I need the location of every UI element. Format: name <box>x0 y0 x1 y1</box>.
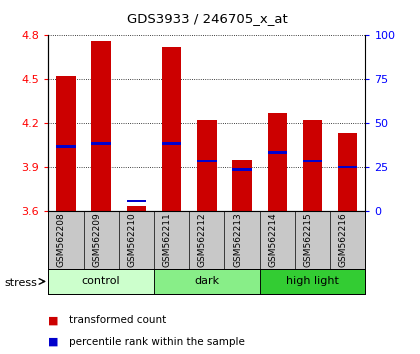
Text: high light: high light <box>286 276 339 286</box>
Bar <box>162 142 181 145</box>
Bar <box>268 151 287 154</box>
Bar <box>127 206 146 211</box>
Bar <box>92 142 111 145</box>
Bar <box>268 113 287 211</box>
Text: percentile rank within the sample: percentile rank within the sample <box>69 337 245 347</box>
Text: GSM562211: GSM562211 <box>163 212 172 267</box>
Bar <box>162 47 181 211</box>
Text: transformed count: transformed count <box>69 315 167 325</box>
Bar <box>232 169 252 171</box>
Bar <box>127 200 146 202</box>
Text: GSM562210: GSM562210 <box>127 212 136 267</box>
Text: GSM562216: GSM562216 <box>339 212 348 267</box>
Text: GSM562215: GSM562215 <box>304 212 312 267</box>
Bar <box>338 166 357 168</box>
Bar <box>48 269 154 294</box>
Bar <box>338 133 357 211</box>
Bar <box>303 120 322 211</box>
Text: stress: stress <box>4 278 37 288</box>
Text: ■: ■ <box>48 337 59 347</box>
Bar <box>232 160 252 211</box>
Text: ■: ■ <box>48 315 59 325</box>
Bar <box>260 269 365 294</box>
Text: GSM562212: GSM562212 <box>198 212 207 267</box>
Bar <box>197 120 217 211</box>
Bar <box>56 145 76 148</box>
Text: control: control <box>82 276 121 286</box>
Text: GSM562208: GSM562208 <box>57 212 66 267</box>
Text: GSM562209: GSM562209 <box>92 212 101 267</box>
Bar <box>92 41 111 211</box>
Text: dark: dark <box>194 276 219 286</box>
Text: GSM562214: GSM562214 <box>268 212 277 267</box>
Text: GSM562213: GSM562213 <box>233 212 242 267</box>
Bar <box>154 269 260 294</box>
Bar <box>56 76 76 211</box>
Bar <box>197 160 217 162</box>
Bar <box>303 160 322 162</box>
Text: GDS3933 / 246705_x_at: GDS3933 / 246705_x_at <box>127 12 287 25</box>
